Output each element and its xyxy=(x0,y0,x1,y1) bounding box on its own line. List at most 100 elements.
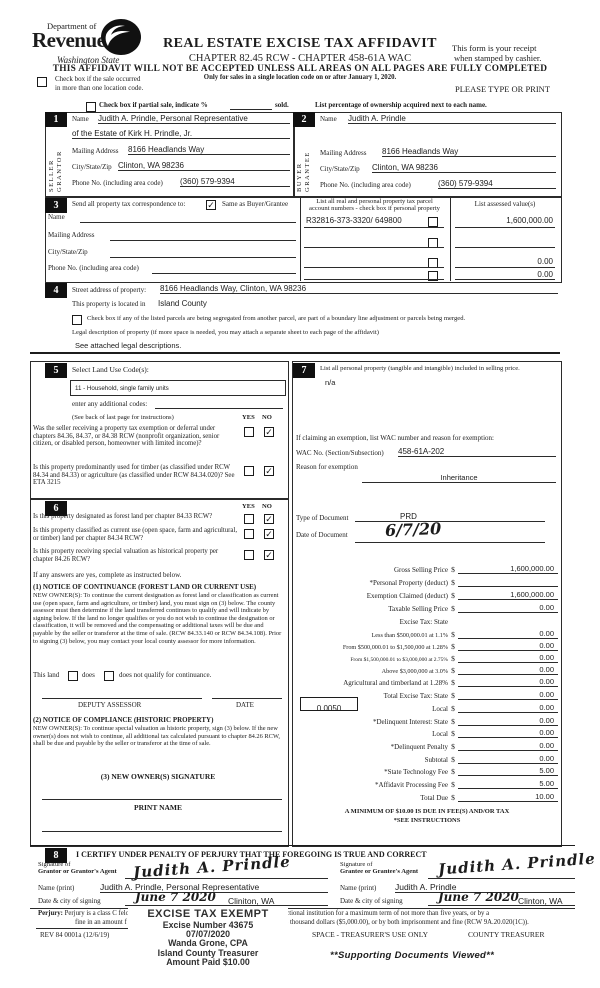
section-5-number: 5 xyxy=(45,363,67,378)
fee-value[interactable]: 0.00 xyxy=(458,665,558,675)
fee-value[interactable]: 5.00 xyxy=(458,779,558,789)
located-in-value[interactable]: Island County xyxy=(158,299,207,308)
same-as-buyer-checkbox[interactable]: ✓ xyxy=(206,200,216,210)
parcel-line-4[interactable] xyxy=(304,279,444,280)
fee-value[interactable]: 0.00 xyxy=(458,603,558,613)
fee-value[interactable]: 0.00 xyxy=(458,754,558,764)
s3-mailing-line[interactable] xyxy=(110,240,296,241)
fee-value[interactable]: 5.00 xyxy=(458,766,558,776)
assessor-date-line[interactable] xyxy=(212,698,282,699)
s6-q1-yes-checkbox[interactable] xyxy=(244,514,254,524)
buyer-city-field[interactable]: Clinton, WA 98236 xyxy=(372,163,556,173)
land-use-code-select[interactable]: 11 - Household, single family units xyxy=(70,380,286,396)
s5-q2-yes-checkbox[interactable] xyxy=(244,466,254,476)
partial-sale-checkbox[interactable] xyxy=(86,102,96,112)
fee-value[interactable]: 0.00 xyxy=(458,653,558,663)
s3-phone-line[interactable] xyxy=(152,273,296,274)
fee-value[interactable]: 0.00 xyxy=(458,641,558,651)
fee-value[interactable]: 0.00 xyxy=(458,703,558,713)
minimum-due-note: A MINIMUM OF $10.00 IS DUE IN FEE(S) AND… xyxy=(344,808,510,815)
fee-label: Excise Tax: State xyxy=(399,618,448,626)
multi-location-checkbox[interactable] xyxy=(37,77,47,87)
seller-name-field[interactable]: Judith A. Prindle, Personal Representati… xyxy=(98,114,290,124)
s5-q2-no-checkbox[interactable]: ✓ xyxy=(264,466,274,476)
assessed-value-1[interactable]: 1,600,000.00 xyxy=(506,216,553,225)
assessed-value-4[interactable]: 0.00 xyxy=(537,270,553,279)
personal-property-checkbox-4[interactable] xyxy=(428,271,438,281)
s6-q3-yes-checkbox[interactable] xyxy=(244,550,254,560)
fee-value[interactable] xyxy=(458,586,558,587)
wac-field[interactable]: 458-61A-202 xyxy=(398,447,556,457)
s5-q1-yes-checkbox[interactable] xyxy=(244,427,254,437)
fee-row-tier1: Less than $500,000.01 at 1.1% $0.00 xyxy=(296,627,558,639)
dollar-sign: $ xyxy=(451,780,455,789)
date-of-document-handwritten[interactable]: 6/7/20 xyxy=(384,519,442,540)
local-rate-box[interactable]: 0.0050 xyxy=(300,697,358,713)
fee-value[interactable]: 1,600,000.00 xyxy=(458,564,558,574)
s6-no-header: NO xyxy=(262,503,272,510)
supporting-documents-note: **Supporting Documents Viewed** xyxy=(330,950,495,961)
grantor-signature-label-2: Grantor or Grantor's Agent xyxy=(38,868,117,875)
grantor-date-handwritten[interactable]: June 7 2020 xyxy=(135,890,216,904)
parcel-line-3[interactable] xyxy=(304,267,444,268)
grantee-date-handwritten[interactable]: June 7 2020 xyxy=(438,890,519,904)
buyer-phone-field[interactable]: (360) 579-9394 xyxy=(438,179,556,189)
assessed-header: List assessed value(s) xyxy=(474,200,536,208)
new-owner-signature-line[interactable] xyxy=(42,799,282,800)
segregated-checkbox[interactable] xyxy=(72,315,82,325)
s3-name-line[interactable] xyxy=(80,222,296,223)
personal-property-checkbox-1[interactable] xyxy=(428,217,438,227)
buyer-mailing-field[interactable]: 8166 Headlands Way xyxy=(382,147,556,157)
grantor-city-value[interactable]: Cliniton, WA xyxy=(228,896,275,906)
fee-value[interactable]: 0.00 xyxy=(458,728,558,738)
legal-description-value[interactable]: See attached legal descriptions. xyxy=(75,341,182,350)
fee-value[interactable]: 0.00 xyxy=(458,741,558,751)
grantee-name-print-field[interactable]: Judith A. Prindle xyxy=(395,882,575,893)
perjury-text-c: ive thousand dollars ($5,000.00), or by … xyxy=(280,919,529,926)
fee-value[interactable]: 10.00 xyxy=(458,792,558,802)
s6-question-1: Is this property designated as forest la… xyxy=(33,513,213,520)
if-yes-note: If any answers are yes, complete as inst… xyxy=(33,571,182,579)
notice-1-title: (1) NOTICE OF CONTINUANCE (FOREST LAND O… xyxy=(33,583,257,591)
deputy-assessor-line[interactable] xyxy=(42,698,202,699)
street-address-field[interactable]: 8166 Headlands Way, Clinton, WA 98236 xyxy=(160,284,558,294)
s6-q1-no-checkbox[interactable]: ✓ xyxy=(264,514,274,524)
seller-mailing-field[interactable]: 8166 Headlands Way xyxy=(128,145,290,155)
does-not-label: does not qualify for continuance. xyxy=(119,671,212,679)
buyer-name-field[interactable]: Judith A. Prindle xyxy=(348,114,556,124)
seller-phone-field[interactable]: (360) 579-9394 xyxy=(180,177,290,187)
print-name-line[interactable] xyxy=(42,831,282,832)
fee-value[interactable]: 1,600,000.00 xyxy=(458,590,558,600)
assessed-line-2[interactable] xyxy=(455,247,555,248)
fee-value[interactable]: 0.00 xyxy=(458,716,558,726)
fee-label: Gross Selling Price xyxy=(393,566,448,574)
s6-q2-yes-checkbox[interactable] xyxy=(244,529,254,539)
fee-value[interactable]: 0.00 xyxy=(458,629,558,639)
assessed-value-3[interactable]: 0.00 xyxy=(537,257,553,266)
s5-q1-no-checkbox[interactable]: ✓ xyxy=(264,427,274,437)
reason-field[interactable]: Inheritance xyxy=(362,473,556,483)
personal-property-value[interactable]: n/a xyxy=(325,378,336,387)
additional-codes-line[interactable] xyxy=(155,408,283,409)
grantee-city-value[interactable]: Clinton, WA xyxy=(518,896,563,906)
fee-value[interactable]: 0.00 xyxy=(458,677,558,687)
dollar-sign: $ xyxy=(451,578,455,587)
s6-q3-no-checkbox[interactable]: ✓ xyxy=(264,550,274,560)
land-does-not-checkbox[interactable] xyxy=(104,671,114,681)
partial-sale-line[interactable] xyxy=(230,109,272,110)
fee-label: From $1,500,000.01 to $3,000,000 at 2.75… xyxy=(350,657,448,663)
land-does-checkbox[interactable] xyxy=(68,671,78,681)
seller-name-field-2[interactable]: of the Estate of Kirk H. Prindle, Jr. xyxy=(72,129,290,139)
fee-value[interactable]: 0.00 xyxy=(458,690,558,700)
fee-row-excise-header: Excise Tax: State xyxy=(296,614,558,626)
seller-city-field[interactable]: Clinton, WA 98236 xyxy=(118,161,290,171)
grantee-signature[interactable]: Judith A. Prindle xyxy=(437,849,597,879)
s6-q2-no-checkbox[interactable]: ✓ xyxy=(264,529,274,539)
parcel-number-value[interactable]: R32816-373-3320/ 649800 xyxy=(306,216,402,225)
type-of-document-field[interactable]: PRD xyxy=(355,512,545,522)
fee-label: Above $3,000,000 at 3.0% xyxy=(381,668,448,675)
s3-city-line[interactable] xyxy=(110,257,296,258)
does-label: does xyxy=(82,671,95,679)
grantor-name-print-field[interactable]: Judith A. Prindle, Personal Representati… xyxy=(100,882,328,893)
parcel-line-2[interactable] xyxy=(304,247,444,248)
